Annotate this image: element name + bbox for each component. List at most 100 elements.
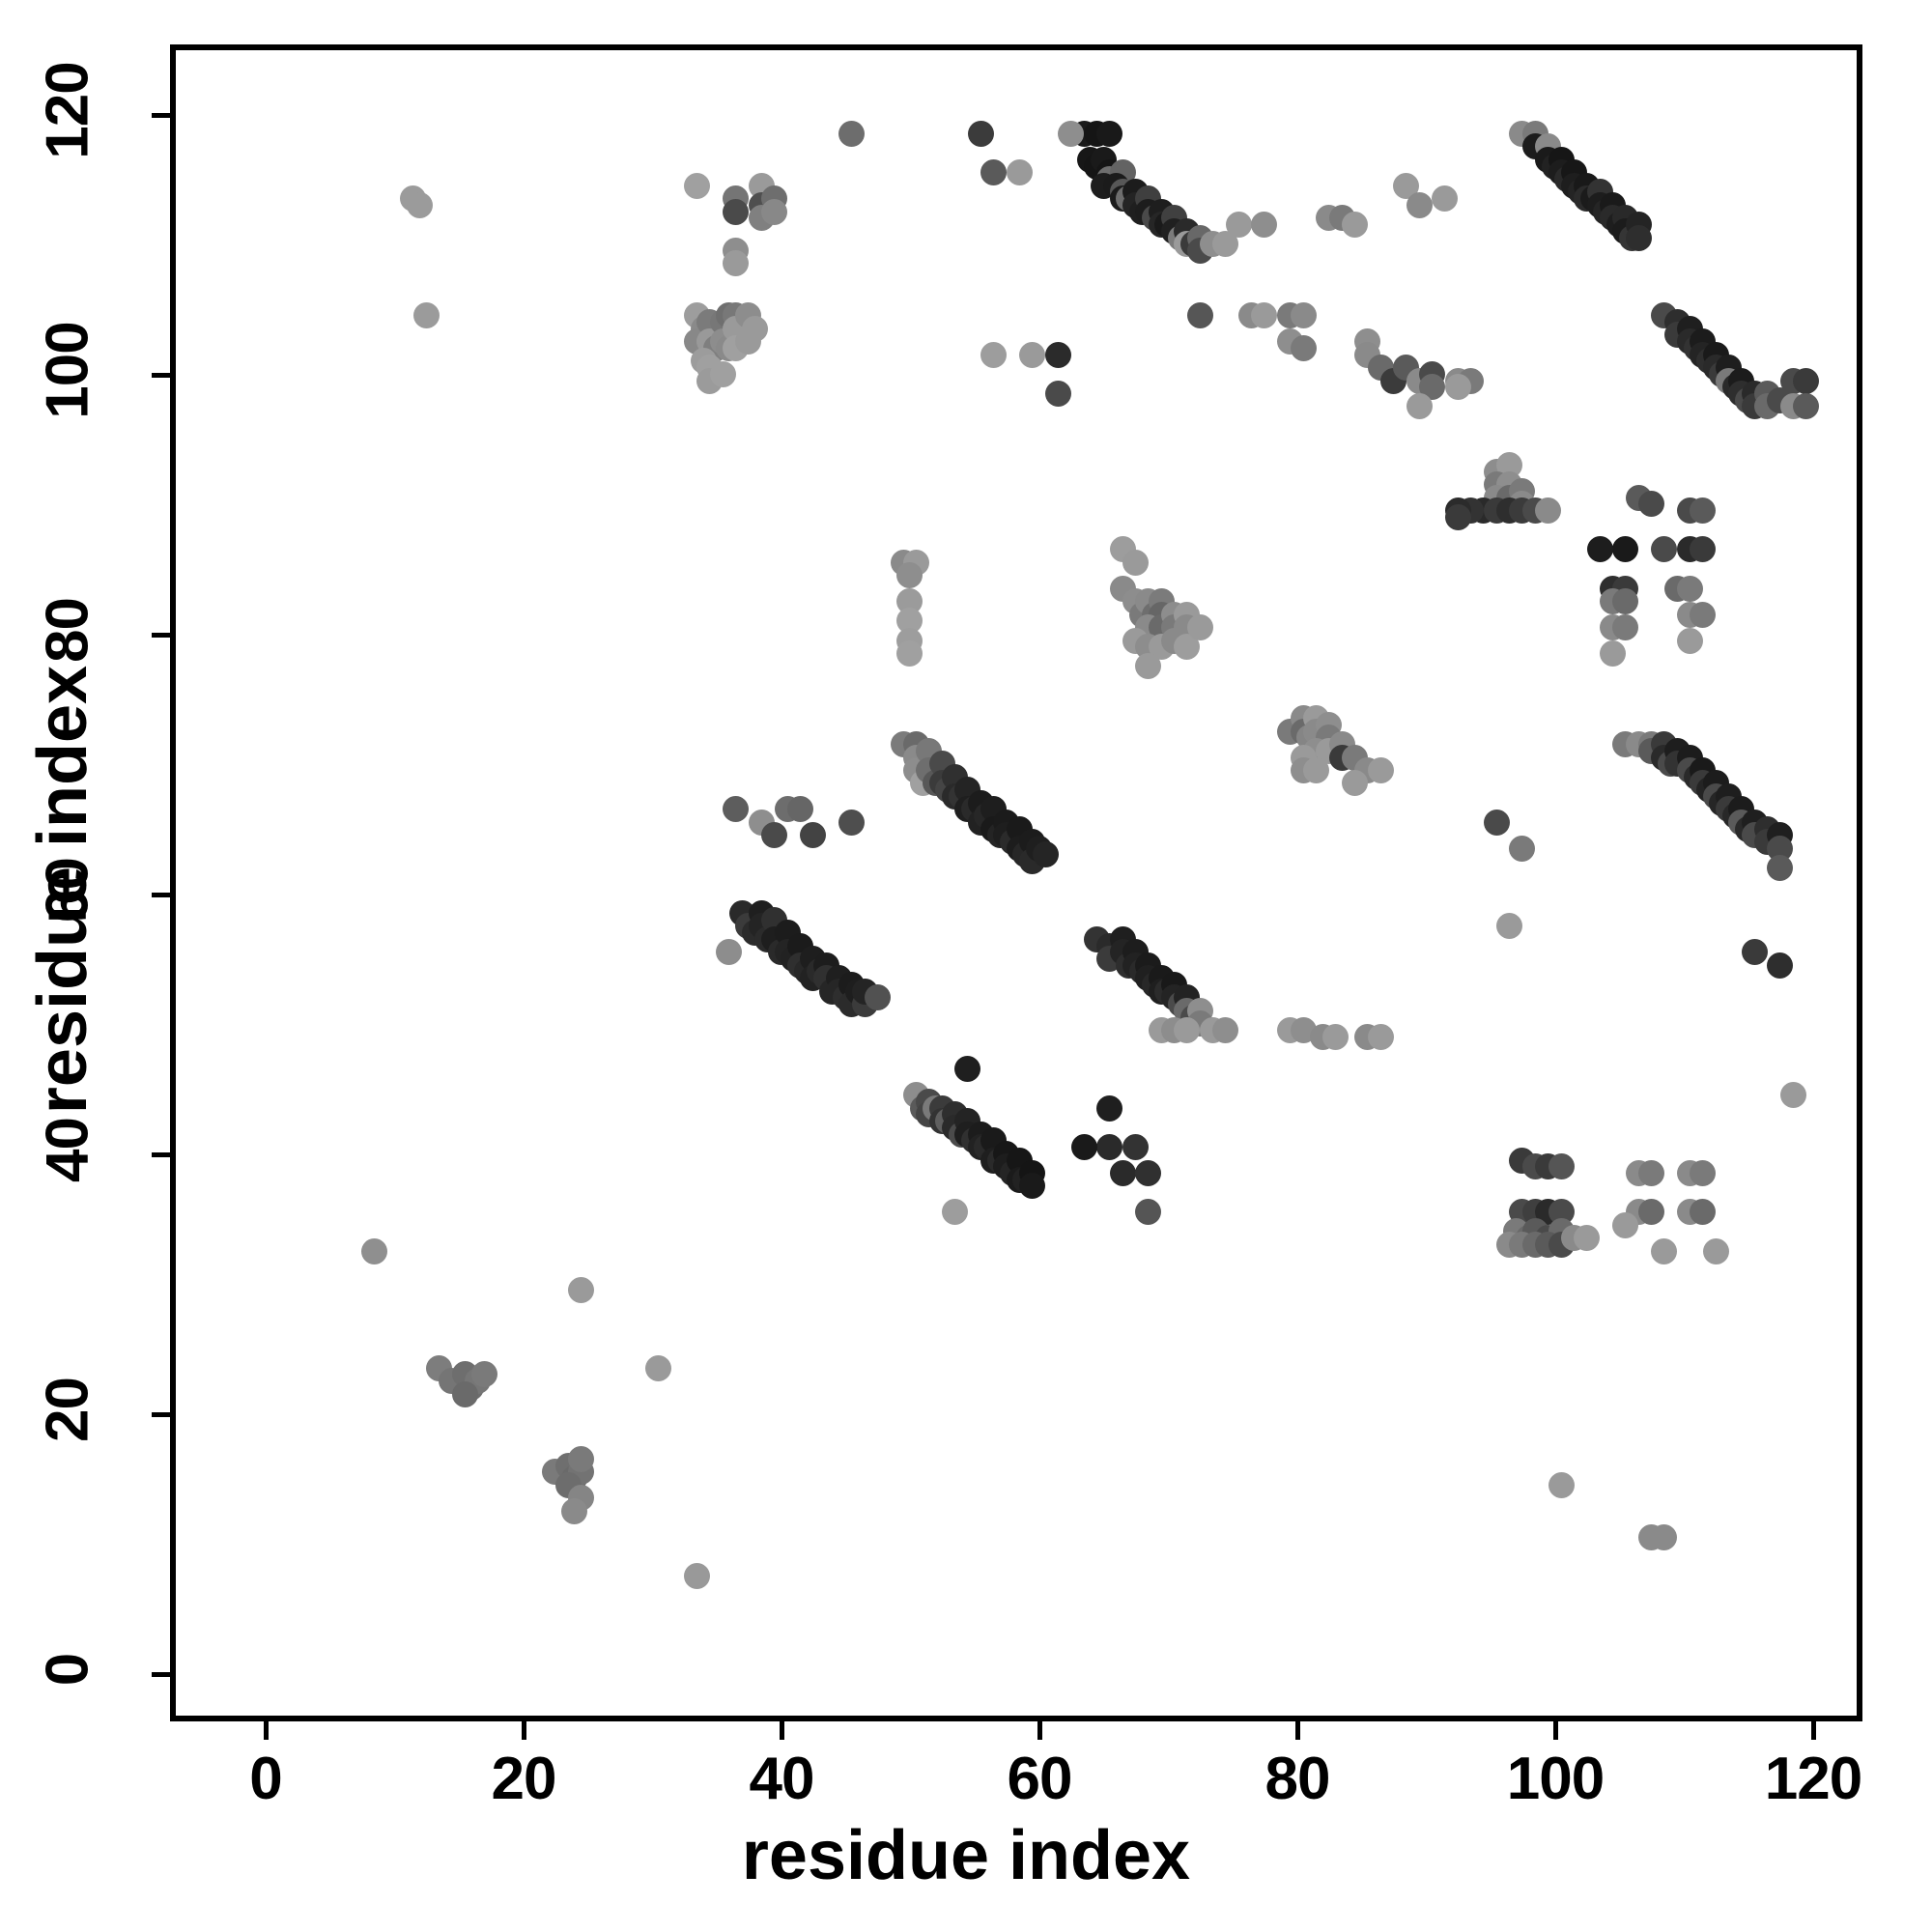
- scatter-point: [786, 796, 813, 823]
- scatter-point: [1290, 302, 1317, 329]
- x-tick-label: 40: [749, 1746, 815, 1812]
- y-tick-mark: [152, 112, 170, 118]
- y-tick-mark: [152, 372, 170, 378]
- scatter-point: [567, 1277, 594, 1303]
- scatter-point: [896, 562, 923, 589]
- x-tick-mark: [263, 1721, 269, 1740]
- plot-area: [170, 44, 1862, 1721]
- x-tick-mark: [521, 1721, 526, 1740]
- scatter-point: [684, 172, 711, 199]
- scatter-point: [1637, 1159, 1664, 1186]
- scatter-point: [723, 250, 750, 277]
- scatter-point: [1006, 159, 1033, 186]
- scatter-point: [723, 198, 750, 225]
- scatter-point: [1096, 1094, 1123, 1122]
- scatter-point: [1341, 770, 1368, 797]
- scatter-point: [1651, 1523, 1678, 1550]
- scatter-point: [1690, 1159, 1717, 1186]
- scatter-point: [1096, 120, 1123, 147]
- scatter-point: [864, 984, 891, 1011]
- scatter-point: [1044, 380, 1071, 407]
- scatter-point: [896, 639, 923, 667]
- scatter-point: [1637, 1199, 1664, 1226]
- scatter-point: [967, 120, 994, 147]
- scatter-point: [361, 1237, 388, 1264]
- x-tick-mark: [1552, 1721, 1558, 1740]
- scatter-point: [1767, 952, 1794, 979]
- scatter-point: [1444, 374, 1471, 401]
- scatter-point: [980, 159, 1008, 186]
- scatter-point: [1612, 588, 1639, 615]
- scatter-point: [407, 191, 434, 218]
- scatter-point: [1070, 1134, 1097, 1161]
- scatter-point: [1612, 1211, 1639, 1238]
- y-tick-mark: [152, 1151, 170, 1157]
- scatter-point: [1612, 536, 1639, 563]
- y-axis-title: residue index: [24, 665, 101, 1115]
- scatter-point: [980, 341, 1008, 368]
- scatter-point: [1677, 627, 1703, 654]
- scatter-point: [1186, 614, 1213, 641]
- scatter-point: [1548, 1471, 1575, 1498]
- scatter-point: [1032, 841, 1059, 868]
- x-tick-label: 60: [1007, 1746, 1073, 1812]
- scatter-point: [1741, 939, 1768, 966]
- y-tick-mark: [152, 1411, 170, 1417]
- scatter-point: [1702, 1237, 1729, 1264]
- scatter-point: [1767, 854, 1794, 881]
- x-tick-label: 0: [249, 1746, 282, 1812]
- scatter-point: [1496, 913, 1523, 940]
- scatter-point: [1321, 1023, 1349, 1050]
- scatter-point: [1432, 185, 1459, 213]
- scatter-point: [1548, 1153, 1575, 1180]
- x-tick-mark: [779, 1721, 784, 1740]
- scatter-point: [1302, 757, 1329, 783]
- x-axis-title: residue index: [741, 1817, 1191, 1894]
- scatter-point: [723, 796, 750, 823]
- scatter-point: [709, 360, 736, 387]
- scatter-point: [1406, 393, 1433, 420]
- scatter-point: [1367, 757, 1394, 783]
- scatter-point: [645, 1354, 671, 1381]
- scatter-point: [1483, 809, 1510, 836]
- scatter-points-layer: [176, 50, 1857, 1716]
- scatter-point: [1135, 653, 1162, 680]
- scatter-point: [1122, 1134, 1149, 1161]
- x-tick-mark: [1037, 1721, 1042, 1740]
- scatter-point: [1341, 212, 1368, 239]
- scatter-point: [1535, 497, 1562, 524]
- scatter-point: [1367, 1023, 1394, 1050]
- scatter-point: [1406, 191, 1433, 218]
- scatter-point: [1058, 120, 1085, 147]
- scatter-point: [1251, 302, 1278, 329]
- scatter-point: [1677, 575, 1703, 602]
- scatter-point: [1793, 367, 1820, 394]
- scatter-point: [1574, 1225, 1601, 1252]
- scatter-point: [451, 1380, 478, 1407]
- scatter-point: [412, 302, 440, 329]
- scatter-point: [1779, 1082, 1806, 1109]
- scatter-point: [1044, 341, 1071, 368]
- scatter-point: [1290, 334, 1317, 361]
- x-tick-label: 100: [1506, 1746, 1605, 1812]
- scatter-point: [1690, 536, 1717, 563]
- scatter-point: [716, 939, 743, 966]
- x-tick-label: 120: [1764, 1746, 1862, 1812]
- scatter-point: [761, 822, 788, 849]
- scatter-point: [1793, 393, 1820, 420]
- scatter-point: [800, 822, 827, 849]
- scatter-point: [1444, 503, 1471, 530]
- scatter-point: [1637, 491, 1664, 518]
- scatter-point: [1690, 1199, 1717, 1226]
- y-tick-mark: [152, 632, 170, 638]
- scatter-point: [838, 809, 866, 836]
- scatter-point: [1690, 601, 1717, 628]
- scatter-point: [1251, 212, 1278, 239]
- scatter-point: [1651, 536, 1678, 563]
- scatter-point: [954, 1056, 981, 1083]
- x-tick-mark: [1294, 1721, 1300, 1740]
- scatter-point: [1186, 302, 1213, 329]
- scatter-point: [1174, 1017, 1201, 1043]
- scatter-point: [942, 1199, 969, 1226]
- scatter-point: [1625, 224, 1652, 251]
